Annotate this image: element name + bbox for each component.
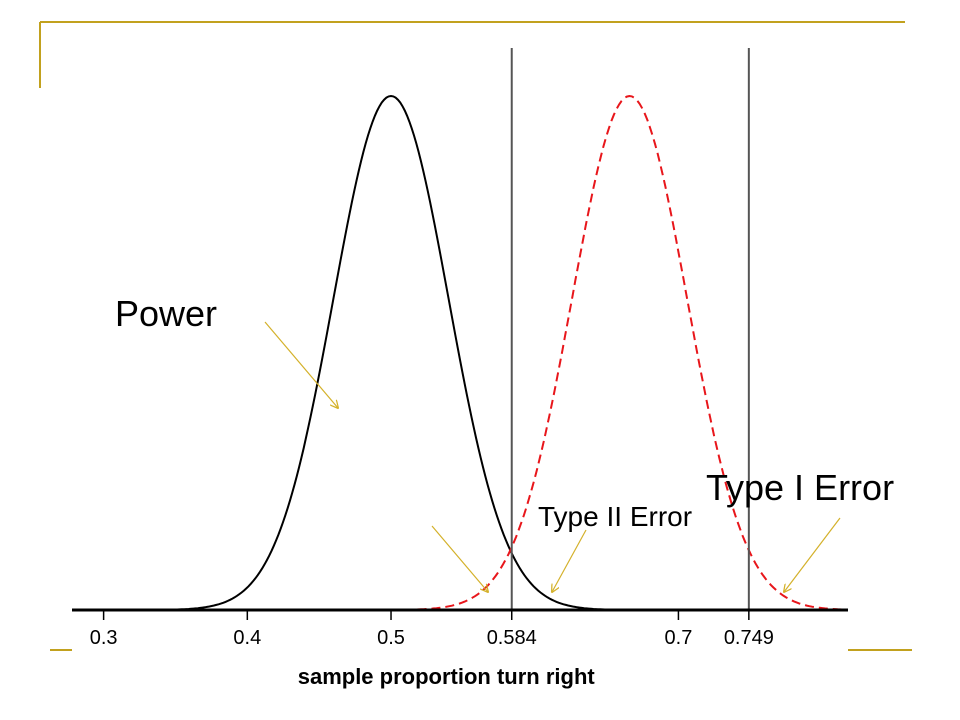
type-two-left-arrow xyxy=(431,525,488,592)
density-curve-alternative xyxy=(333,94,848,611)
power-chart: 0.3 0.4 0.5 0.584 0.7 0.749 sample proportion … xyxy=(72,48,848,689)
x-tick-label: 0.749 xyxy=(724,627,774,649)
x-tick-label: 0.7 xyxy=(665,627,693,649)
x-tick-label: 0.584 xyxy=(487,627,537,649)
type-one-arrow xyxy=(784,517,841,592)
x-tick-label: 0.5 xyxy=(377,627,405,649)
type-two-error-annotation: Type II Error xyxy=(538,501,693,532)
x-axis-label: sample proportion turn right xyxy=(298,664,596,689)
type-two-right-arrow xyxy=(552,529,587,592)
power-annotation: Power xyxy=(115,293,218,334)
power-arrow xyxy=(264,321,338,408)
slide-frame xyxy=(39,21,912,651)
density-curve-null xyxy=(161,94,621,611)
x-tick-label: 0.3 xyxy=(90,627,118,649)
x-tick-label: 0.4 xyxy=(233,627,261,649)
type-one-error-annotation: Type I Error xyxy=(706,467,895,508)
